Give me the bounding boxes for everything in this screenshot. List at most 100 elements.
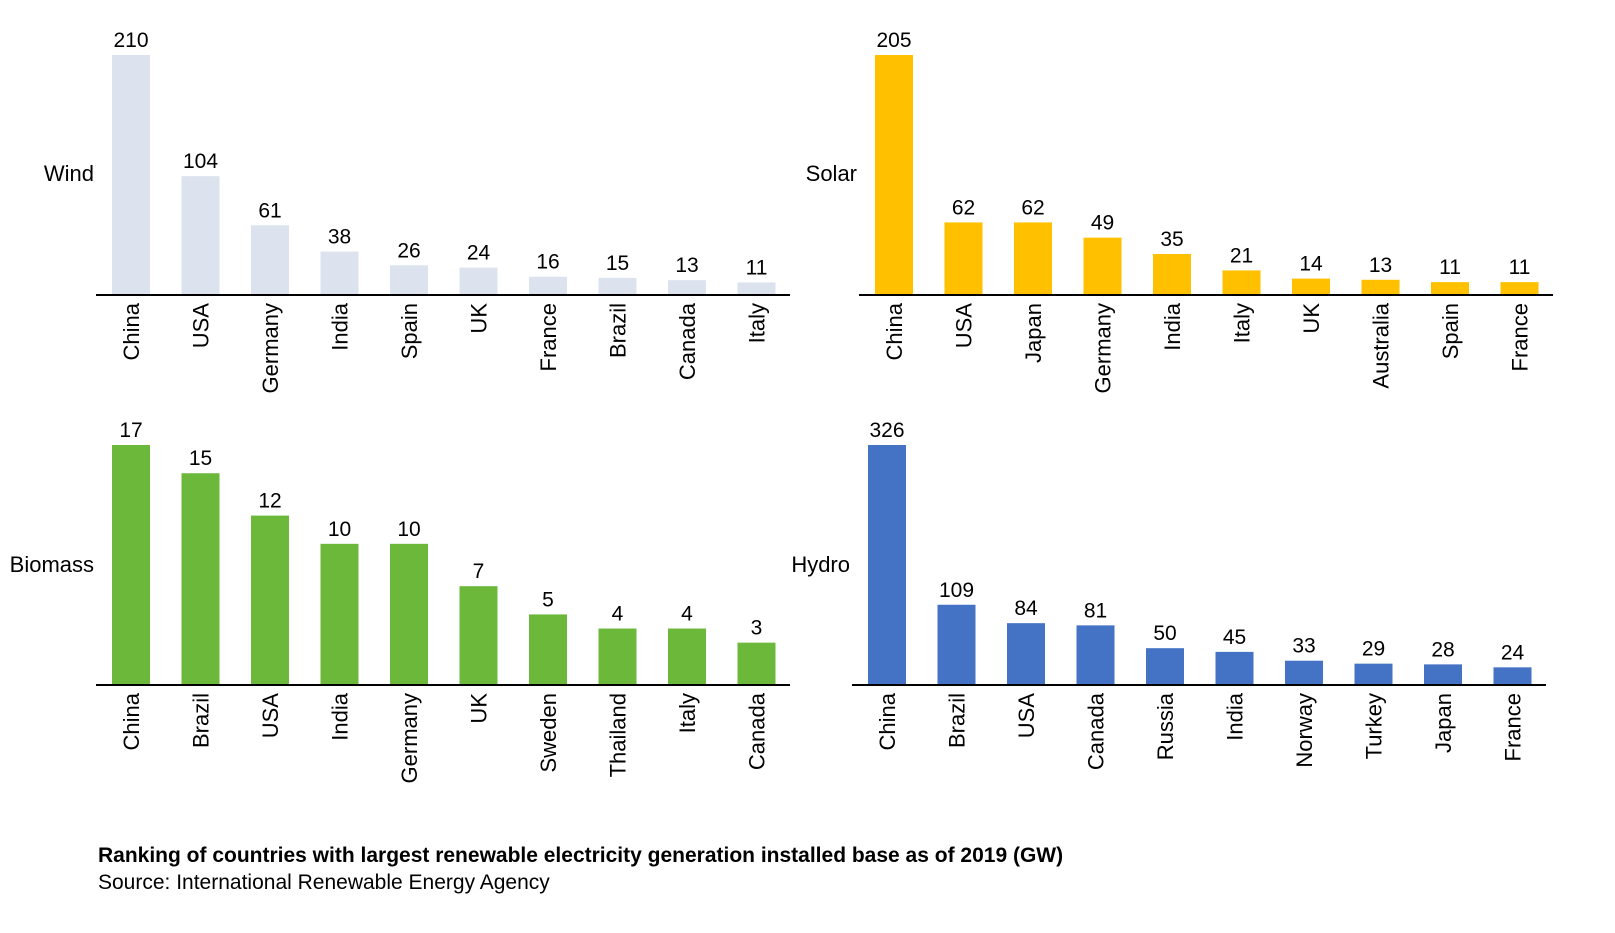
data-label: 10 bbox=[397, 518, 420, 541]
data-label: 61 bbox=[258, 199, 281, 222]
category-label: Brazil bbox=[606, 303, 631, 358]
data-label: 62 bbox=[1021, 196, 1044, 219]
category-label: Italy bbox=[1230, 303, 1255, 343]
category-label: Germany bbox=[1091, 303, 1116, 393]
data-label: 104 bbox=[183, 150, 218, 173]
panel-wind: Wind 210 China 104 USA 61 Germany 38 India 26 Spai… bbox=[44, 29, 790, 393]
category-label: Germany bbox=[258, 303, 283, 393]
bar-france bbox=[1500, 282, 1539, 295]
category-label: Australia bbox=[1369, 302, 1394, 388]
bar-australia bbox=[1361, 279, 1400, 295]
data-label: 50 bbox=[1153, 622, 1176, 645]
category-label: India bbox=[1160, 302, 1185, 350]
bar-china bbox=[112, 55, 150, 295]
category-label: China bbox=[882, 302, 907, 360]
bar-uk bbox=[459, 267, 498, 295]
bar-spain bbox=[390, 265, 428, 295]
bar-india bbox=[1215, 651, 1254, 685]
bar-china bbox=[875, 55, 913, 295]
category-label: Norway bbox=[1292, 693, 1317, 768]
data-label: 205 bbox=[876, 29, 911, 52]
data-label: 29 bbox=[1362, 638, 1385, 661]
bar-canada bbox=[1076, 625, 1115, 685]
category-label: Canada bbox=[745, 692, 770, 770]
bar-china bbox=[112, 445, 150, 685]
chart-title: Ranking of countries with largest renewa… bbox=[98, 844, 1063, 867]
category-label: Spain bbox=[397, 303, 422, 359]
data-label: 81 bbox=[1084, 599, 1107, 622]
category-label: Turkey bbox=[1362, 693, 1387, 759]
data-label: 62 bbox=[952, 196, 975, 219]
category-label: Italy bbox=[745, 303, 770, 343]
bar-india bbox=[320, 543, 359, 685]
bar-india bbox=[1153, 254, 1191, 295]
category-label: Brazil bbox=[189, 693, 214, 748]
panel-biomass: Biomass 17 China 15 Brazil 12 USA 10 India 10 Germ… bbox=[10, 419, 790, 783]
bar-germany bbox=[390, 543, 428, 685]
data-label: 24 bbox=[1501, 641, 1525, 664]
category-label: China bbox=[119, 692, 144, 750]
category-label: Canada bbox=[1084, 692, 1109, 770]
category-label: Germany bbox=[397, 693, 422, 783]
data-label: 38 bbox=[328, 226, 351, 249]
category-label: USA bbox=[189, 303, 214, 349]
bar-norway bbox=[1285, 660, 1323, 685]
data-label: 11 bbox=[1439, 256, 1461, 279]
data-label: 45 bbox=[1223, 626, 1246, 649]
category-label: France bbox=[1501, 693, 1526, 761]
data-label: 3 bbox=[751, 617, 763, 640]
category-label: Russia bbox=[1153, 692, 1178, 760]
bar-usa bbox=[1007, 623, 1045, 685]
category-label: India bbox=[1223, 692, 1248, 740]
data-label: 11 bbox=[1509, 256, 1531, 279]
category-label: UK bbox=[1299, 303, 1324, 334]
data-label: 28 bbox=[1431, 638, 1454, 661]
data-label: 17 bbox=[119, 419, 142, 442]
category-label: UK bbox=[467, 693, 492, 724]
bar-france bbox=[1493, 667, 1532, 685]
bar-brazil bbox=[598, 277, 637, 295]
data-label: 84 bbox=[1014, 597, 1038, 620]
data-label: 26 bbox=[397, 239, 420, 262]
category-label: China bbox=[119, 302, 144, 360]
category-label: Canada bbox=[675, 302, 700, 380]
category-label: Japan bbox=[1431, 693, 1456, 753]
data-label: 11 bbox=[746, 256, 768, 279]
data-label: 15 bbox=[189, 447, 212, 470]
bar-japan bbox=[1424, 664, 1462, 685]
category-label: Sweden bbox=[536, 693, 561, 773]
data-label: 13 bbox=[675, 254, 698, 277]
panel-label: Solar bbox=[806, 161, 857, 186]
panel-label: Wind bbox=[44, 161, 94, 186]
category-label: France bbox=[536, 303, 561, 371]
data-label: 33 bbox=[1292, 635, 1315, 658]
category-label: India bbox=[328, 302, 353, 350]
data-label: 12 bbox=[258, 490, 281, 513]
category-label: Spain bbox=[1438, 303, 1463, 359]
data-label: 15 bbox=[606, 252, 629, 275]
bar-france bbox=[529, 276, 567, 295]
category-label: France bbox=[1508, 303, 1533, 371]
data-label: 24 bbox=[467, 242, 491, 265]
bar-sweden bbox=[529, 614, 567, 685]
category-label: China bbox=[875, 692, 900, 750]
bar-italy bbox=[1222, 270, 1261, 295]
data-label: 109 bbox=[939, 579, 974, 602]
panel-hydro: Hydro 326 China 109 Brazil 84 USA 81 Canada 50 Rus… bbox=[791, 419, 1546, 770]
bar-india bbox=[320, 251, 359, 295]
bar-thailand bbox=[598, 628, 637, 685]
category-label: Brazil bbox=[945, 693, 970, 748]
data-label: 4 bbox=[681, 603, 693, 626]
data-label: 10 bbox=[328, 518, 351, 541]
bar-brazil bbox=[937, 604, 976, 685]
panel-solar: Solar 205 China 62 USA 62 Japan 49 Germany 35 Indi… bbox=[806, 29, 1553, 393]
panel-label: Biomass bbox=[10, 552, 94, 577]
category-label: USA bbox=[258, 693, 283, 739]
data-label: 4 bbox=[612, 603, 624, 626]
data-label: 35 bbox=[1160, 228, 1183, 251]
data-label: 14 bbox=[1299, 253, 1323, 276]
data-label: 21 bbox=[1230, 244, 1253, 267]
data-label: 210 bbox=[113, 29, 148, 52]
data-label: 49 bbox=[1091, 212, 1114, 235]
